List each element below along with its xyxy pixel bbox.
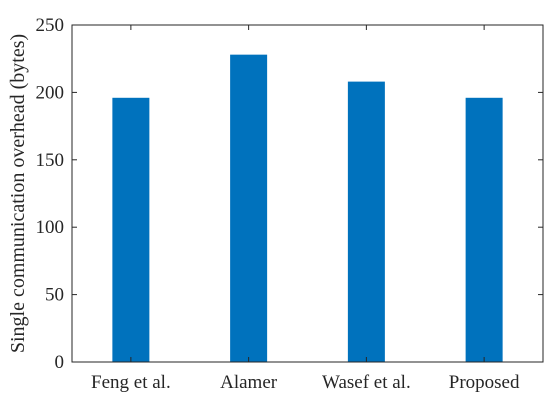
y-tick-label: 50 [45, 285, 64, 306]
bar-3 [347, 81, 385, 362]
y-axis-ticks: 0 50 100 150 200 250 [36, 15, 543, 373]
y-tick-label: 250 [36, 15, 65, 36]
y-axis-title: Single communication overhead (bytes) [7, 34, 29, 353]
x-tick-label: Alamer [220, 372, 278, 393]
bar-2 [230, 54, 268, 362]
x-tick-label: Wasef et al. [322, 372, 411, 393]
bar-1 [112, 97, 150, 363]
y-tick-label: 200 [36, 82, 65, 103]
x-axis-ticks: Feng et al. Alamer Wasef et al. Proposed [91, 25, 520, 393]
x-tick-label: Proposed [449, 372, 520, 393]
bar-4 [465, 97, 503, 363]
y-tick-label: 150 [36, 150, 65, 171]
bars [112, 54, 503, 363]
plot-frame [71, 24, 544, 363]
y-tick-label: 100 [36, 217, 65, 238]
x-tick-label: Feng et al. [91, 372, 171, 393]
y-tick-label: 0 [55, 352, 65, 373]
